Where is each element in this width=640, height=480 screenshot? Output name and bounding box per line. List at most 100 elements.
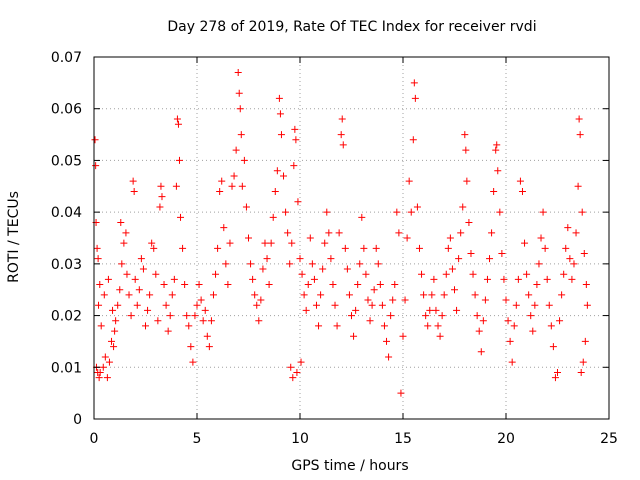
data-point bbox=[380, 322, 388, 330]
data-point bbox=[304, 281, 312, 289]
data-point bbox=[525, 291, 533, 299]
data-point bbox=[271, 187, 279, 195]
data-point bbox=[475, 327, 483, 335]
data-point bbox=[362, 270, 370, 278]
data-point bbox=[422, 312, 430, 320]
data-point bbox=[118, 260, 126, 268]
data-point bbox=[574, 182, 582, 190]
data-point bbox=[92, 162, 100, 170]
data-point bbox=[387, 312, 395, 320]
x-tick-label: 20 bbox=[497, 431, 515, 447]
data-point bbox=[483, 275, 491, 283]
data-point bbox=[451, 286, 458, 294]
data-point bbox=[308, 260, 316, 268]
data-point bbox=[564, 224, 572, 232]
y-tick-label: 0.07 bbox=[51, 50, 82, 66]
data-point bbox=[424, 322, 432, 330]
data-point bbox=[310, 275, 318, 283]
data-point bbox=[343, 265, 351, 273]
y-tick-label: 0.06 bbox=[51, 102, 82, 118]
data-point bbox=[399, 332, 407, 340]
data-point bbox=[205, 343, 213, 351]
data-point bbox=[516, 177, 524, 185]
data-point bbox=[117, 218, 125, 226]
data-point bbox=[218, 177, 226, 185]
data-point bbox=[293, 368, 301, 376]
data-point bbox=[329, 281, 337, 289]
y-tick-label: 0.03 bbox=[51, 257, 82, 273]
data-point bbox=[444, 244, 452, 252]
data-point bbox=[428, 291, 436, 299]
data-point bbox=[236, 105, 244, 113]
data-point bbox=[577, 368, 585, 376]
data-point bbox=[463, 177, 471, 185]
data-point bbox=[409, 136, 417, 144]
data-point bbox=[411, 94, 419, 102]
data-point bbox=[407, 208, 415, 216]
data-point bbox=[568, 275, 576, 283]
data-point bbox=[372, 244, 380, 252]
data-point bbox=[97, 322, 105, 330]
data-point bbox=[177, 213, 185, 221]
data-point bbox=[224, 281, 232, 289]
data-point bbox=[510, 322, 518, 330]
data-point bbox=[109, 306, 117, 314]
data-point bbox=[545, 301, 553, 309]
data-point bbox=[337, 131, 345, 139]
data-point bbox=[490, 187, 498, 195]
data-point bbox=[99, 363, 107, 371]
data-point bbox=[335, 229, 343, 237]
data-point bbox=[461, 131, 469, 139]
data-point bbox=[114, 301, 122, 309]
data-point bbox=[175, 156, 183, 164]
y-axis-label: ROTI / TECUs bbox=[6, 191, 22, 283]
data-point bbox=[467, 250, 475, 258]
data-point bbox=[432, 306, 440, 314]
data-point bbox=[137, 255, 145, 263]
data-point bbox=[537, 234, 545, 242]
data-point bbox=[253, 301, 261, 309]
data-point bbox=[306, 234, 314, 242]
data-point bbox=[562, 244, 570, 252]
data-point bbox=[152, 270, 160, 278]
data-point bbox=[527, 312, 535, 320]
data-point bbox=[529, 327, 537, 335]
data-point bbox=[521, 239, 529, 247]
data-point bbox=[446, 234, 454, 242]
data-point bbox=[261, 239, 269, 247]
data-point bbox=[551, 374, 559, 382]
data-point bbox=[420, 291, 428, 299]
data-point bbox=[203, 332, 211, 340]
data-point bbox=[498, 250, 506, 258]
data-point bbox=[341, 244, 349, 252]
data-point bbox=[434, 322, 442, 330]
data-point bbox=[183, 312, 191, 320]
data-point bbox=[570, 260, 578, 268]
data-point bbox=[356, 260, 364, 268]
data-point bbox=[448, 265, 456, 273]
data-point bbox=[181, 281, 189, 289]
data-point bbox=[96, 368, 104, 376]
data-point bbox=[518, 187, 526, 195]
x-axis-label: GPS time / hours bbox=[291, 458, 408, 474]
data-point bbox=[338, 115, 346, 123]
data-point bbox=[331, 301, 339, 309]
data-point bbox=[455, 255, 463, 263]
data-point bbox=[471, 291, 479, 299]
data-point bbox=[494, 167, 502, 175]
data-point bbox=[366, 317, 374, 325]
data-point bbox=[401, 296, 409, 304]
data-point bbox=[543, 275, 551, 283]
data-point bbox=[172, 182, 180, 190]
data-point bbox=[575, 115, 583, 123]
data-point bbox=[170, 275, 178, 283]
data-point bbox=[287, 363, 295, 371]
y-tick-label: 0.04 bbox=[51, 205, 82, 221]
data-point bbox=[232, 146, 240, 154]
data-point bbox=[105, 358, 113, 366]
data-point bbox=[312, 301, 320, 309]
data-point bbox=[108, 337, 116, 345]
data-point bbox=[209, 291, 217, 299]
y-tick-label: 0.02 bbox=[51, 309, 82, 325]
data-point bbox=[291, 125, 299, 133]
